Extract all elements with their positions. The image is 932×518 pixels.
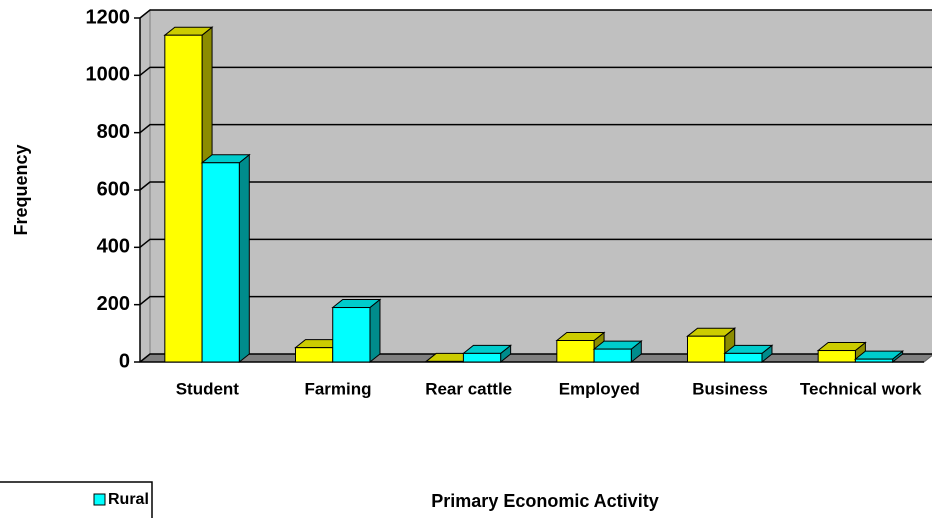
x-tick-label: Student [176, 379, 240, 398]
bar [332, 307, 371, 363]
grid-line [139, 181, 932, 191]
bar [164, 34, 203, 363]
bar [724, 352, 763, 363]
grid-line [139, 9, 932, 19]
y-tick-label: 800 [97, 121, 130, 143]
bar-side [369, 298, 381, 364]
bar-side [238, 153, 250, 364]
grid-line [139, 295, 932, 306]
x-tick-label: Business [692, 379, 768, 398]
bar [817, 350, 856, 363]
y-tick-label: 0 [119, 350, 130, 372]
x-tick-label: Farming [304, 379, 371, 398]
y-axis-title: Frequency [11, 144, 31, 235]
bar [593, 348, 632, 363]
y-tick-label: 400 [97, 236, 130, 258]
bar [294, 347, 334, 363]
bar [462, 352, 502, 363]
grid-line [139, 66, 932, 76]
y-tick-label: 200 [97, 293, 130, 315]
legend-box [0, 481, 153, 518]
bar [854, 358, 894, 363]
legend-label: Rural [108, 491, 149, 508]
x-tick-label: Technical work [800, 379, 922, 398]
bar [686, 335, 726, 363]
bar [201, 162, 240, 363]
grid-line [139, 123, 932, 134]
y-tick-label: 1000 [86, 64, 131, 86]
y-tick-label: 1200 [86, 6, 131, 28]
grid-line [139, 353, 932, 363]
legend-swatch [93, 493, 106, 506]
grid-line [139, 238, 932, 248]
x-tick-label: Rear cattle [425, 379, 512, 398]
x-tick-label: Employed [559, 379, 640, 398]
x-axis-title: Primary Economic Activity [431, 491, 658, 511]
y-tick-label: 600 [97, 178, 130, 200]
floor [138, 353, 932, 363]
bar [425, 360, 464, 363]
bar [556, 340, 595, 363]
